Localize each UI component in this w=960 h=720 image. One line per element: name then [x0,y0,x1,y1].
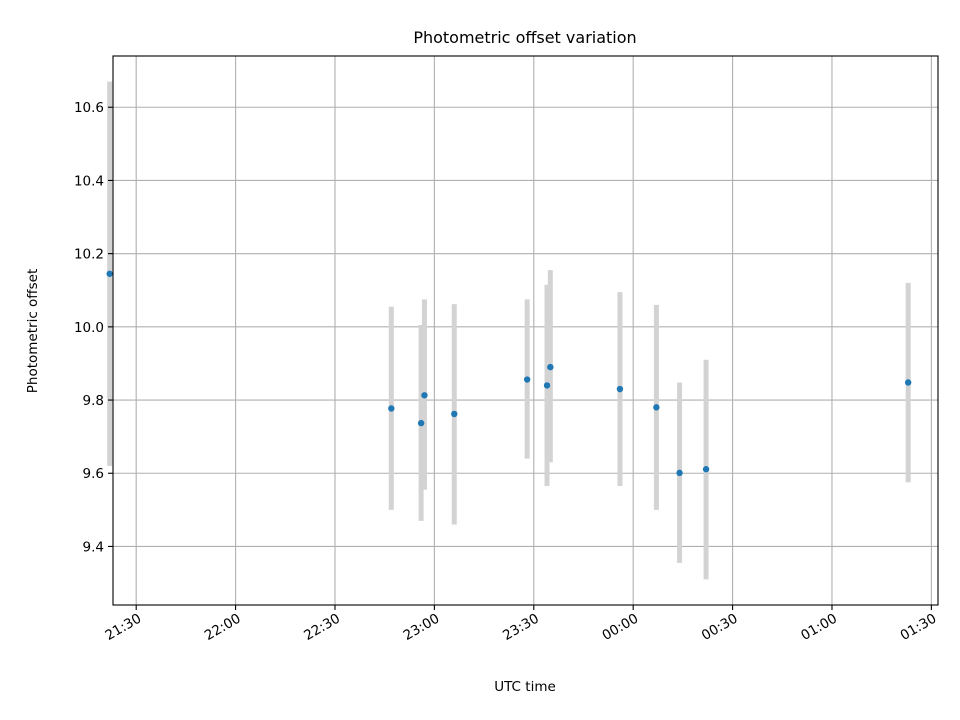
data-point [106,270,113,277]
y-tick-label: 9.8 [83,393,104,409]
y-tick-label: 9.6 [83,466,104,482]
data-point [547,363,554,371]
data-point [676,469,683,477]
y-tick-label: 10.6 [74,100,104,116]
data-point [904,379,912,386]
y-tick-label: 10.4 [74,173,104,189]
data-point [616,385,624,393]
data-point [451,410,458,418]
data-point [543,382,551,389]
data-point [523,376,531,383]
y-tick-label: 10.2 [74,247,104,263]
data-point [421,392,428,399]
y-tick-label: 10.0 [74,320,104,336]
data-point [702,466,710,473]
x-axis-label: UTC time [494,679,556,695]
chart-title: Photometric offset variation [413,28,636,47]
data-point [417,419,425,427]
data-point [388,405,395,412]
y-axis-label: Photometric offset [25,269,41,393]
y-tick-label: 9.4 [83,539,104,555]
data-points [106,270,912,477]
plot-frame [112,55,939,606]
data-point [653,404,660,411]
